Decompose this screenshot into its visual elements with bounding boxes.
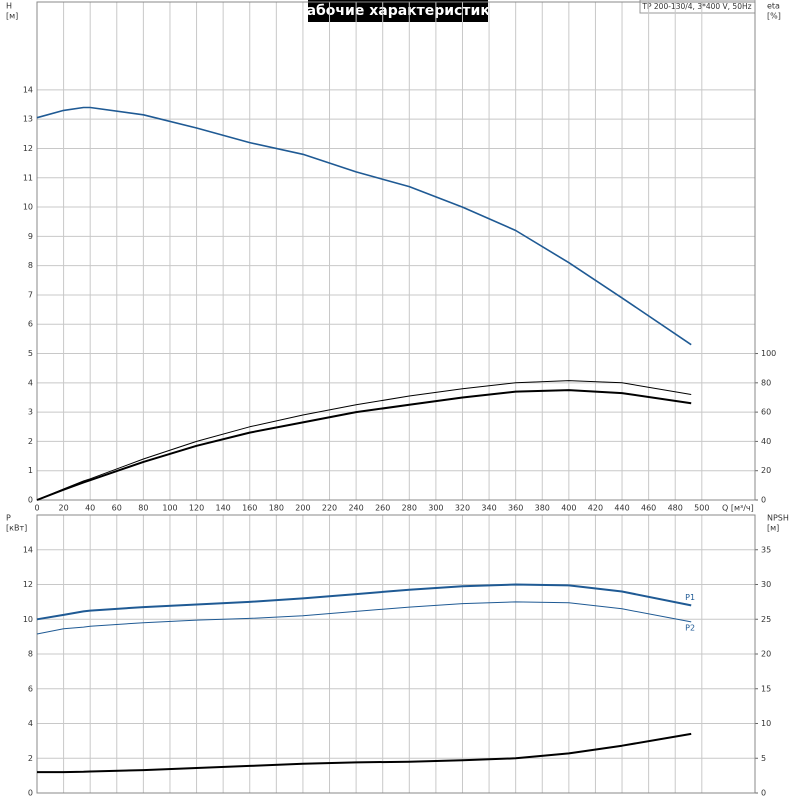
x-tick-label: 300 [428,504,443,513]
y-tick-label: 2 [28,754,33,763]
x-tick-label: 340 [481,504,496,513]
chart-title: Рабочие характеристики [296,3,499,19]
info-label: TP 200-130/4, 3*400 V, 50Hz [641,2,751,11]
y2-tick-label: 60 [761,408,771,417]
x-tick-label: 420 [588,504,603,513]
x-tick-label: 180 [269,504,284,513]
x-tick-label: 480 [668,504,683,513]
y-tick-label: 12 [23,580,33,589]
y2-tick-label: 35 [761,545,771,554]
y-tick-label: 5 [28,349,33,358]
x-tick-label: 80 [138,504,148,513]
curve [36,106,692,346]
curve [36,583,692,621]
y-tick-label: 4 [28,378,33,387]
y2-tick-label: 80 [761,378,771,387]
x-tick-label: 220 [322,504,337,513]
x-tick-label: 40 [85,504,95,513]
y-tick-label: 2 [28,437,33,446]
y2-unit: [м] [767,524,779,533]
x-tick-label: 320 [455,504,470,513]
x-tick-label: 260 [375,504,390,513]
x-tick-label: 200 [295,504,310,513]
curve [36,389,692,501]
y-unit: [м] [6,12,18,21]
y-tick-label: 6 [28,320,33,329]
y-tick-label: 6 [28,684,33,693]
curve-label: P1 [685,593,695,602]
x-tick-label: 460 [641,504,656,513]
x-tick-label: 0 [34,504,39,513]
y-tick-label: 0 [28,496,33,505]
x-tick-label: 500 [694,504,709,513]
y2-tick-label: 20 [761,650,771,659]
y-tick-label: 9 [28,232,33,241]
y2-tick-label: 20 [761,466,771,475]
y-tick-label: 7 [28,290,33,299]
y-tick-label: 14 [23,85,33,94]
y-tick-label: 0 [28,789,33,798]
x-tick-label: 240 [348,504,363,513]
x-tick-label: 280 [402,504,417,513]
y2-tick-label: 5 [761,754,766,763]
x-tick-label: 160 [242,504,257,513]
x-label: Q [м³/ч] [722,504,754,513]
y2-tick-label: 40 [761,437,771,446]
y-tick-label: 4 [28,719,33,728]
x-tick-label: 120 [189,504,204,513]
y2-unit: [%] [767,12,781,21]
y-tick-label: 12 [23,144,33,153]
x-tick-label: 140 [216,504,231,513]
y2-tick-label: 25 [761,615,771,624]
y-tick-label: 10 [23,203,33,212]
y-tick-label: 10 [23,615,33,624]
title-box [308,0,488,22]
y-tick-label: 3 [28,408,33,417]
curve [36,380,692,501]
x-tick-label: 100 [162,504,177,513]
x-tick-label: 380 [535,504,550,513]
y-tick-label: 14 [23,545,33,554]
y-tick-label: 8 [28,261,33,270]
x-tick-label: 440 [614,504,629,513]
x-tick-label: 360 [508,504,523,513]
x-tick-label: 20 [58,504,68,513]
y2-tick-label: 0 [761,496,766,505]
y2-label: NPSH [767,514,789,523]
x-tick-label: 400 [561,504,576,513]
y2-tick-label: 15 [761,684,771,693]
curve [37,732,692,774]
y2-tick-label: 100 [761,349,776,358]
y-unit: [кВт] [6,524,27,533]
y2-tick-label: 30 [761,580,771,589]
y2-tick-label: 0 [761,789,766,798]
y-tick-label: 8 [28,650,33,659]
plot-frame [36,1,756,501]
y-tick-label: 13 [23,115,33,124]
y-label: H [6,2,12,11]
y-label: P [6,514,11,523]
x-tick-label: 60 [112,504,122,513]
y-tick-label: 11 [23,173,33,182]
y2-label: eta [767,2,780,11]
y2-tick-label: 10 [761,719,771,728]
curve-label: P2 [685,623,695,632]
plot-frame [36,514,756,794]
curve [36,601,692,635]
y-tick-label: 1 [28,466,33,475]
